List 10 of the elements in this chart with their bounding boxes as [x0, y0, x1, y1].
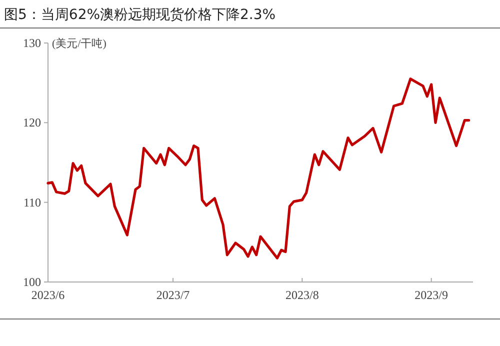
- x-tick-label: 2023/8: [285, 288, 319, 302]
- x-tick-label: 2023/6: [31, 288, 65, 302]
- x-tick-label: 2023/9: [414, 288, 448, 302]
- y-tick-label: 120: [23, 116, 41, 130]
- x-tick-label: 2023/7: [156, 288, 190, 302]
- y-tick-label: 110: [23, 195, 41, 210]
- title: 图5：当周62%澳粉远期现货价格下降2.3%: [4, 7, 276, 23]
- ylabel: (美元/干吨): [52, 38, 106, 50]
- y-tick-label: 100: [23, 275, 41, 289]
- y-tick-label: 130: [23, 36, 41, 50]
